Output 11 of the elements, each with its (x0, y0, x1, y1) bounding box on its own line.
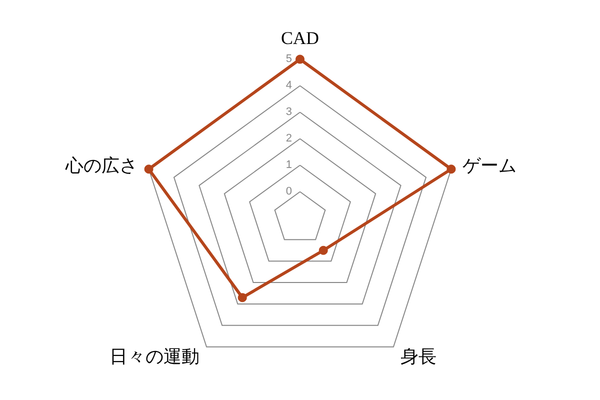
spoke-label: 日々の運動 (109, 346, 200, 367)
y-tick-label: 0 (286, 186, 292, 198)
spoke-label: CAD (280, 28, 320, 48)
spoke-label: ゲーム (462, 155, 517, 176)
y-tick-label: 5 (286, 53, 292, 66)
y-tick-label: 1 (286, 159, 292, 172)
y-tick-label: 2 (286, 132, 292, 145)
spoke-label: 身長 (400, 346, 437, 367)
y-tick-label: 3 (286, 106, 292, 118)
spoke-label: 心の広さ (64, 155, 138, 176)
y-tick-label: 4 (286, 80, 292, 92)
